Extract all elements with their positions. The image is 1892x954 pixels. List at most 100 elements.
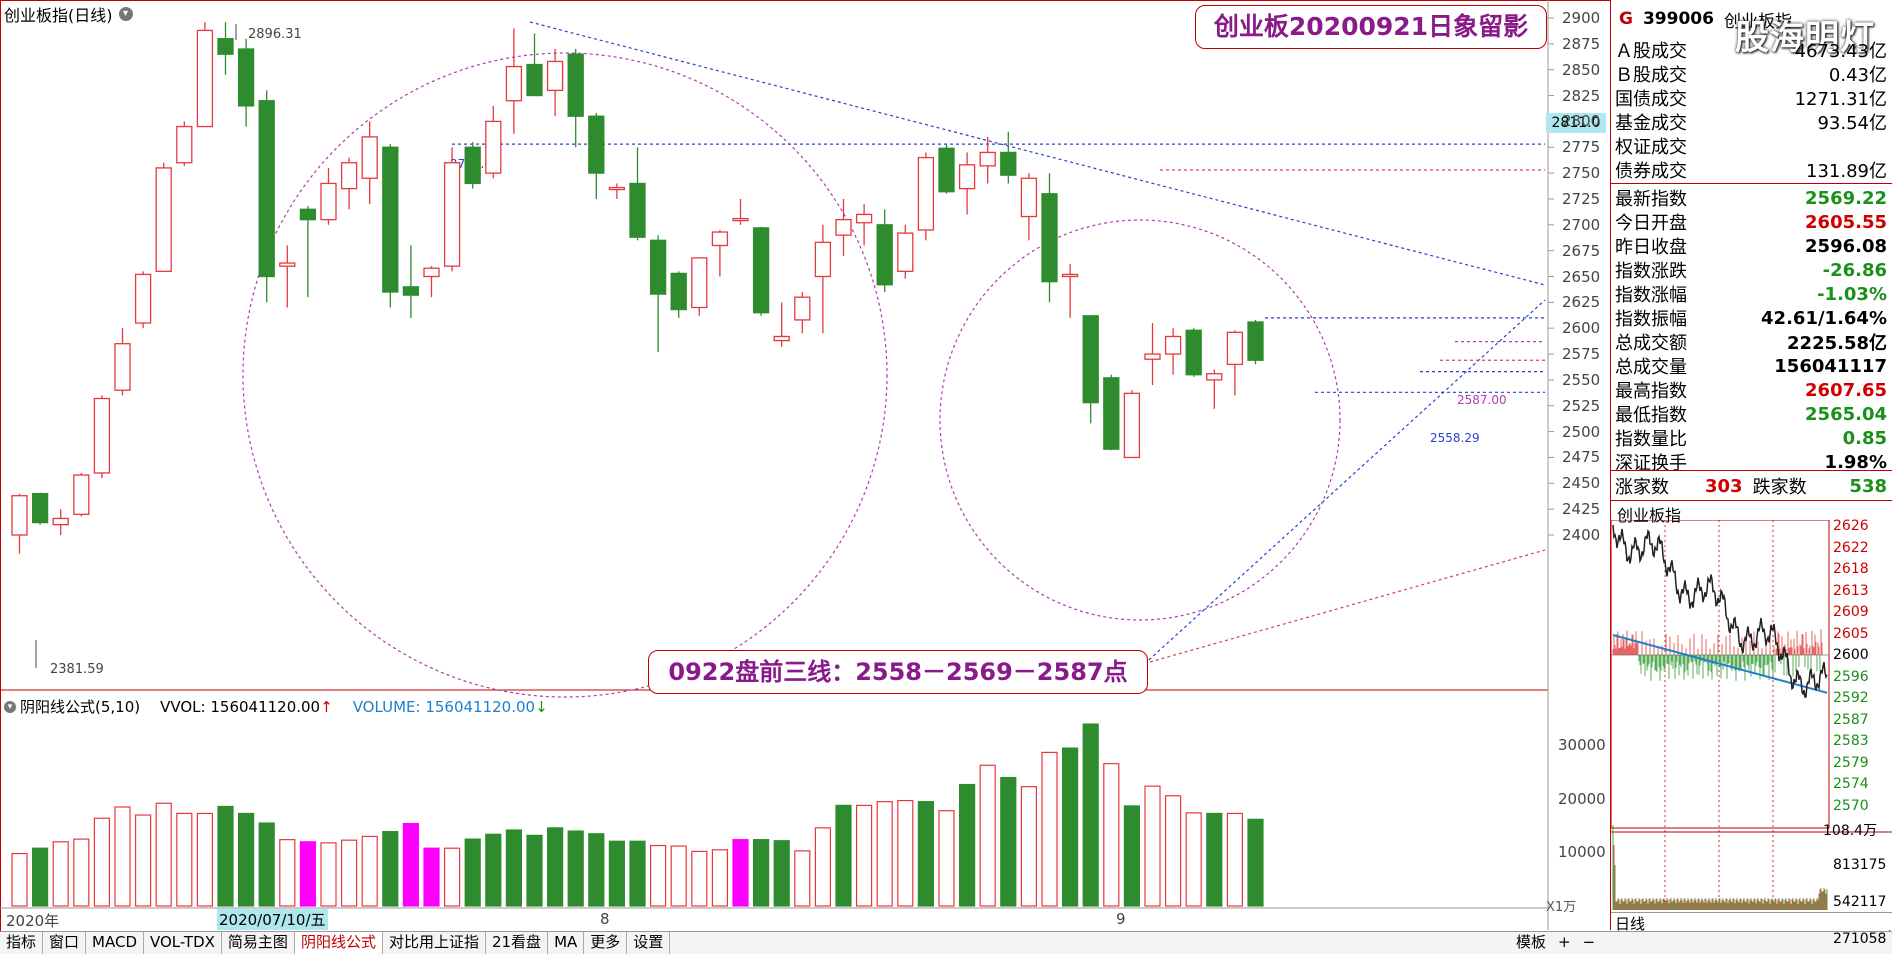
candle-body [608, 186, 626, 191]
candle-body [1185, 329, 1202, 376]
volume-bar [485, 833, 502, 907]
volume-bar [423, 847, 440, 907]
divider [1611, 500, 1892, 501]
candle-body [382, 146, 399, 293]
volume-bar [31, 847, 49, 907]
intraday-price-line [1612, 524, 1828, 699]
stat-label: 最低指数 [1615, 405, 1687, 426]
level-label: 2587.00 [1457, 393, 1507, 407]
tab-更多[interactable]: 更多 [584, 932, 628, 954]
right-bottom-tabs: 模板 + − [1510, 931, 1892, 954]
stat-label: Ｂ股成交 [1615, 65, 1687, 86]
candle-body [1123, 392, 1141, 459]
stat-value: 42.61/1.64% [1761, 307, 1887, 329]
support-trendline-red [1149, 549, 1546, 663]
volume-bar [608, 840, 626, 907]
volume-bar [361, 835, 378, 907]
tab-阴阳线公式[interactable]: 阴阳线公式 [294, 932, 383, 954]
candle-body [258, 100, 275, 278]
candle-body [464, 146, 481, 185]
chevron-down-icon[interactable]: ▾ [4, 700, 16, 713]
tab-简易主图[interactable]: 简易主图 [222, 932, 295, 954]
stat-label: 总成交量 [1615, 357, 1687, 378]
date-month-8: 8 [600, 910, 610, 928]
stat-row: 债券成交 131.89亿 [1615, 158, 1887, 182]
candle-body [897, 232, 914, 272]
stat-value: 0.43亿 [1828, 65, 1887, 86]
up-arrow-icon: ↑ [320, 697, 333, 716]
selected-date: 2020/07/10/五 [217, 909, 328, 930]
tab-MA[interactable]: MA [548, 932, 585, 954]
volume-bar [855, 804, 873, 907]
resistance-trendline [529, 21, 1546, 286]
volume-bar [526, 834, 543, 907]
candle-body [958, 164, 976, 190]
note-label: 0922盘前三线：2558－2569－2587点 [648, 650, 1148, 694]
volume-bar [341, 839, 358, 907]
volume-bar [629, 840, 646, 907]
daily-tab[interactable]: 日线 [1611, 912, 1892, 933]
volume-bar [505, 829, 522, 907]
add-button[interactable]: + [1558, 933, 1571, 951]
stat-row: 今日开盘 2605.55 [1615, 210, 1887, 235]
y-tick-label: 2800 [1562, 112, 1601, 131]
volume-bar [135, 814, 152, 907]
g-badge: G [1619, 9, 1633, 29]
volume-bar [279, 839, 296, 907]
template-tab[interactable]: 模板 [1516, 933, 1547, 951]
volume-header: ▾ 阴阳线公式(5,10) VVOL: 156041120.00↑ VOLUME… [4, 696, 548, 717]
stat-row: Ａ股成交 4673.43亿 [1615, 38, 1887, 62]
tab-VOL-TDX[interactable]: VOL-TDX [144, 932, 222, 954]
tab-21看盘[interactable]: 21看盘 [486, 932, 549, 954]
candle-body [629, 182, 646, 238]
volume-bar [752, 839, 770, 907]
intraday-tick: 2605 [1833, 625, 1869, 642]
remove-button[interactable]: − [1582, 933, 1596, 951]
banner-label: 创业板20200921日象留影 [1195, 5, 1547, 49]
intraday-tick: 2618 [1833, 561, 1869, 577]
y-tick-label: 2525 [1562, 396, 1601, 415]
candle-body [320, 182, 337, 221]
volume-bar [52, 841, 69, 907]
chevron-down-icon[interactable]: ▾ [118, 7, 133, 21]
volume-bar [1226, 812, 1244, 907]
intraday-tick: 2574 [1833, 776, 1869, 792]
vol-indicator-name: 阴阳线公式(5,10) [20, 698, 141, 716]
volume-tick-label: 20000 [1558, 789, 1606, 808]
divider [1611, 183, 1892, 184]
high-label: 2896.31 [248, 27, 302, 42]
intraday-vol-tick: 542117 [1833, 894, 1887, 910]
bottom-tabs: 指标 窗口 MACD VOL-TDX 简易主图 阴阳线公式 对比用上证指 21看盘 MA 更多 设置 [0, 931, 1610, 954]
volume-bar [1247, 818, 1264, 907]
stat-row: 总成交量 156041117 [1615, 354, 1887, 379]
stat-row: 指数涨跌 -26.86 [1615, 258, 1887, 283]
stat-row: 深证换手 1.98% [1615, 450, 1887, 475]
tab-MACD[interactable]: MACD [86, 932, 144, 954]
stat-row: 昨日收盘 2596.08 [1615, 234, 1887, 259]
tab-指标[interactable]: 指标 [0, 932, 44, 954]
y-tick-label: 2625 [1562, 293, 1601, 312]
y-tick-label: 2400 [1562, 526, 1601, 544]
y-tick-label: 2500 [1562, 422, 1601, 441]
y-tick-label: 2450 [1562, 474, 1601, 493]
stat-value: 2565.04 [1805, 403, 1887, 425]
tab-窗口[interactable]: 窗口 [43, 932, 87, 954]
stat-row: 总成交额 2225.58亿 [1615, 330, 1887, 354]
y-tick-label: 2600 [1562, 319, 1601, 338]
volume-bar [1144, 785, 1161, 907]
stat-label: Ａ股成交 [1615, 41, 1687, 62]
tab-对比用上证指[interactable]: 对比用上证指 [383, 932, 486, 954]
intraday-chart[interactable] [1611, 520, 1892, 930]
volume-bar [1185, 812, 1202, 907]
y-tick-label: 2675 [1562, 241, 1601, 260]
level-label: 2558.29 [1430, 431, 1480, 445]
volume-bar [835, 804, 852, 907]
intraday-tick: 2626 [1833, 518, 1869, 534]
stat-row: Ｂ股成交 0.43亿 [1615, 62, 1887, 86]
candle-body [711, 231, 729, 247]
down-count-value: 538 [1849, 475, 1887, 497]
intraday-tick: 2583 [1833, 733, 1869, 749]
stat-row: 指数量比 0.85 [1615, 426, 1887, 451]
tab-设置[interactable]: 设置 [627, 932, 671, 954]
